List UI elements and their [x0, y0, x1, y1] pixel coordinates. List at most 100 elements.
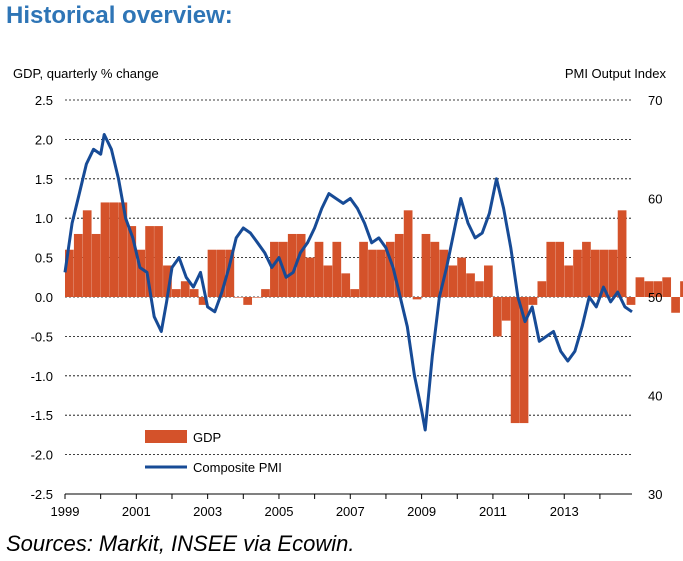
y-tick-label-right: 60	[648, 192, 662, 207]
y-tick-label-right: 50	[648, 290, 662, 305]
y-tick-label-left: 0.5	[35, 251, 53, 266]
gdp-bar	[466, 273, 475, 297]
gdp-bar	[252, 297, 261, 298]
gdp-bar	[109, 202, 119, 297]
gdp-bar	[555, 241, 565, 297]
gdp-bar	[457, 257, 466, 297]
gdp-bar	[323, 265, 333, 297]
y-tick-label-left: 1.5	[35, 172, 53, 187]
gdp-bar	[234, 297, 244, 298]
x-tick-label: 2001	[122, 504, 151, 519]
gdp-bar	[510, 297, 520, 424]
gdp-bar	[341, 273, 351, 297]
gdp-bar	[617, 210, 627, 297]
gdp-bar	[644, 281, 654, 297]
pmi-line-group	[63, 133, 633, 432]
gdp-bar	[671, 297, 680, 313]
gdp-bar	[626, 297, 636, 305]
gdp-bar	[180, 281, 190, 297]
x-tick-label: 2013	[550, 504, 579, 519]
gdp-bar	[475, 281, 484, 297]
gdp-bar	[136, 249, 146, 297]
gdp-bar	[65, 249, 74, 297]
gdp-bar	[305, 257, 315, 297]
gdp-bar	[394, 233, 404, 297]
source-note: Sources: Markit, INSEE via Ecowin.	[6, 531, 355, 556]
x-tick-label: 2003	[193, 504, 222, 519]
pmi-line	[63, 133, 633, 432]
y-tick-label-left: -2.0	[31, 448, 53, 463]
legend-label-gdp: GDP	[193, 430, 221, 445]
y-tick-label-left: -2.5	[31, 487, 53, 502]
gdp-bar	[207, 249, 217, 297]
axes: GDP, quarterly % change PMI Output Index…	[13, 66, 666, 519]
gdp-bar	[385, 241, 395, 297]
gdp-bar	[582, 241, 591, 297]
gdp-bar	[537, 281, 547, 297]
gdp-bar	[368, 249, 377, 297]
legend: GDP Composite PMI	[145, 430, 282, 475]
x-tick-label: 2005	[265, 504, 294, 519]
gdp-bar	[270, 241, 279, 297]
gdp-bar	[492, 297, 502, 337]
gdp-bar	[608, 249, 618, 297]
gdp-bar	[680, 281, 683, 297]
gdp-bar	[519, 297, 529, 424]
y-tick-label-left: -1.5	[31, 408, 53, 423]
gdp-bar	[412, 297, 422, 300]
gdp-bar	[261, 289, 270, 297]
legend-label-pmi: Composite PMI	[193, 460, 282, 475]
gdp-bar	[430, 241, 440, 297]
y-tick-label-left: 2.0	[35, 132, 53, 147]
gdp-bar	[314, 241, 324, 297]
gdp-bar	[189, 289, 199, 297]
gdp-bar	[662, 277, 672, 297]
gdp-bar	[332, 241, 342, 297]
gdp-bar	[287, 233, 297, 297]
gdp-bar	[243, 297, 253, 305]
x-tick-label: 2009	[407, 504, 436, 519]
gdp-bar	[653, 281, 663, 297]
gdp-bar	[448, 265, 458, 297]
gdp-bar	[216, 249, 226, 297]
y-tick-label-right: 40	[648, 389, 662, 404]
gdp-bar	[350, 289, 359, 297]
gdp-bar	[154, 226, 163, 297]
gdp-bar	[73, 233, 83, 297]
gdp-bars	[65, 202, 683, 424]
gdp-bar	[501, 297, 511, 321]
gdp-bar	[296, 233, 306, 297]
gdp-bar	[403, 210, 413, 297]
x-tick-label: 1999	[51, 504, 80, 519]
gdp-bar	[377, 249, 386, 297]
gdp-bar	[421, 233, 431, 297]
gdp-bar	[127, 226, 137, 297]
gdp-bar	[145, 226, 154, 297]
gdp-bar	[528, 297, 538, 305]
gdp-bar	[635, 277, 645, 297]
gdp-bar	[573, 249, 582, 297]
gdp-bar	[546, 241, 556, 297]
gdp-bar	[484, 265, 493, 297]
gdp-bar	[163, 265, 172, 297]
legend-swatch-gdp	[145, 430, 187, 443]
y-tick-label-left: 0.0	[35, 290, 53, 305]
gdp-bar	[171, 289, 181, 297]
gdp-bar	[118, 202, 128, 297]
x-tick-label: 2011	[479, 504, 507, 519]
y-tick-label-right: 70	[648, 93, 662, 108]
y-tick-label-left: -0.5	[31, 329, 53, 344]
x-tick-label: 2007	[336, 504, 365, 519]
y-tick-label-left: 2.5	[35, 93, 53, 108]
gdp-bar	[82, 210, 92, 297]
y-tick-label-left: -1.0	[31, 369, 53, 384]
gdp-bar	[564, 265, 573, 297]
gdp-bar	[198, 297, 208, 305]
y-axis-left-label: GDP, quarterly % change	[13, 66, 159, 81]
gdp-bar	[590, 249, 600, 297]
gdp-bar	[359, 241, 368, 297]
gdp-bar	[100, 202, 110, 297]
gdp-bar	[91, 233, 101, 297]
y-tick-label-left: 1.0	[35, 211, 53, 226]
